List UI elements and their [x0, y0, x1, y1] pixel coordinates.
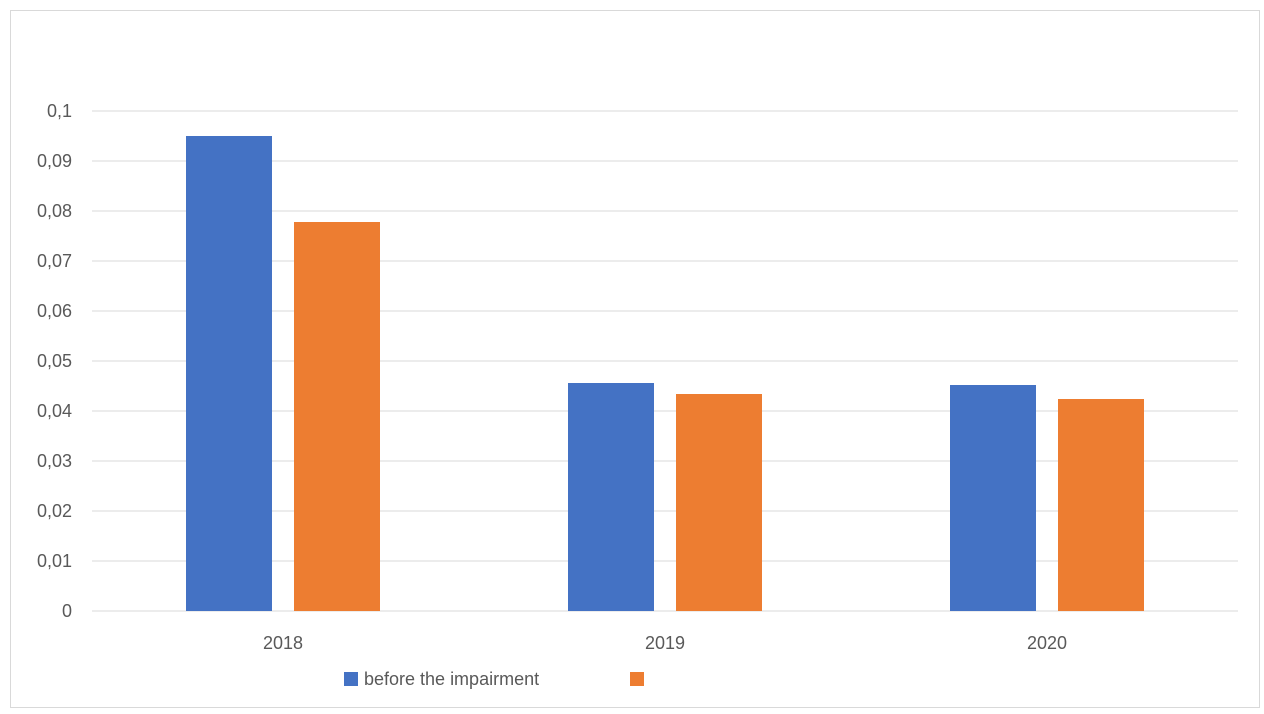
x-tick-label: 2020 — [1027, 633, 1067, 653]
bar-series-0-2020 — [950, 385, 1036, 611]
y-tick-label: 0,09 — [37, 151, 72, 171]
legend-swatch-series-1 — [630, 672, 644, 686]
y-tick-label: 0,1 — [47, 101, 72, 121]
y-axis-tick-labels: 0 0,01 0,02 0,03 0,04 0,05 0,06 0,07 0,08 0,09 0,1 — [37, 101, 72, 621]
y-tick-label: 0,01 — [37, 551, 72, 571]
y-tick-label: 0,03 — [37, 451, 72, 471]
x-tick-label: 2019 — [645, 633, 685, 653]
bar-series-1-2019 — [676, 394, 762, 611]
y-tick-label: 0,04 — [37, 401, 72, 421]
gridlines — [92, 110, 1238, 612]
legend-label-series-0: before the impairment — [364, 669, 539, 689]
y-tick-label: 0,05 — [37, 351, 72, 371]
y-tick-label: 0,06 — [37, 301, 72, 321]
y-tick-label: 0,08 — [37, 201, 72, 221]
y-tick-label: 0 — [62, 601, 72, 621]
y-tick-label: 0,07 — [37, 251, 72, 271]
legend: before the impairment — [344, 669, 644, 689]
bar-series-0-2018 — [186, 136, 272, 611]
bar-series-0-2019 — [568, 383, 654, 611]
y-tick-label: 0,02 — [37, 501, 72, 521]
legend-swatch-series-0 — [344, 672, 358, 686]
x-tick-label: 2018 — [263, 633, 303, 653]
x-axis-tick-labels: 2018 2019 2020 — [263, 633, 1067, 653]
bars — [186, 136, 1144, 611]
bar-series-1-2018 — [294, 222, 380, 611]
bar-series-1-2020 — [1058, 399, 1144, 611]
